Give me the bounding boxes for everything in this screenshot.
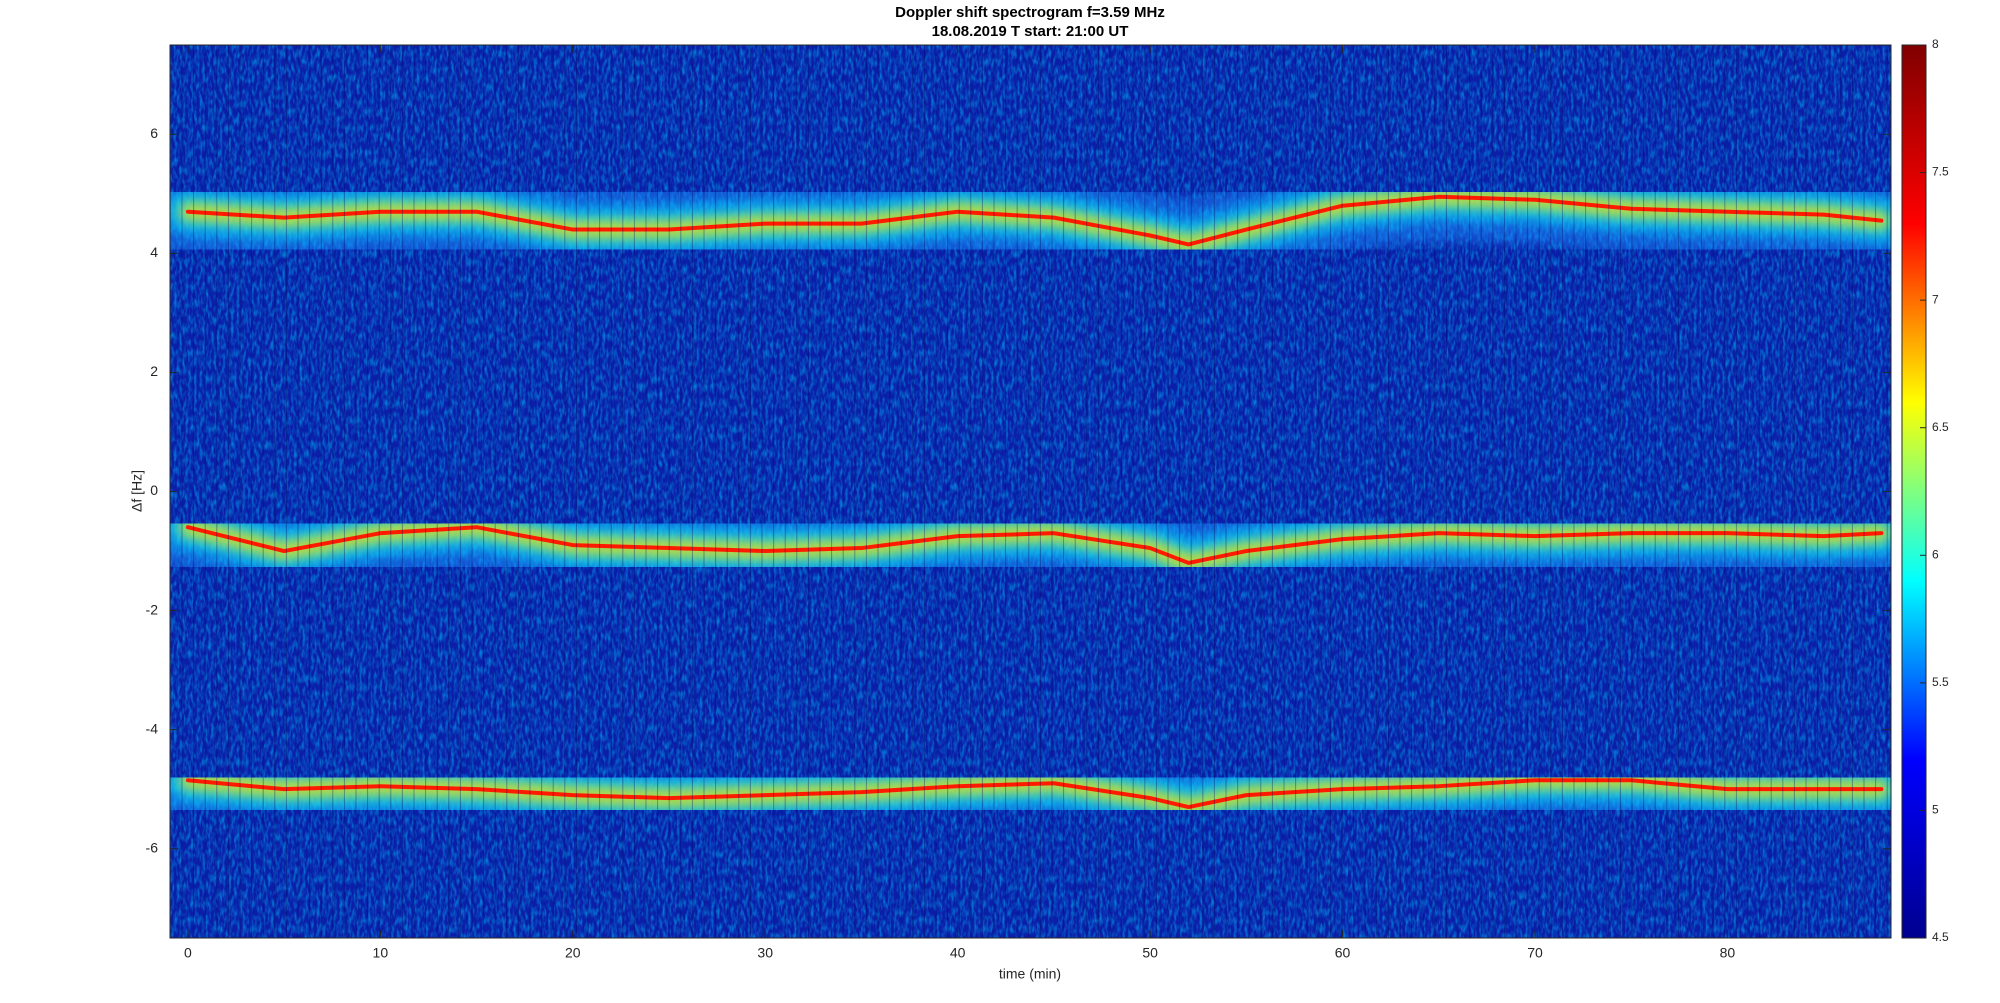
x-tick-label: 10 [373,945,389,961]
y-tick-label: 6 [150,125,158,141]
x-tick-label: 80 [1720,945,1736,961]
chart-subtitle: 18.08.2019 T start: 21:00 UT [932,23,1129,40]
x-tick-label: 60 [1335,945,1351,961]
colorbar-tick-label: 6.5 [1932,420,1949,434]
y-axis-label: Δf [Hz] [129,470,145,512]
y-tick-label: -4 [146,720,159,736]
chart-title: Doppler shift spectrogram f=3.59 MHz [895,4,1165,21]
x-axis-label: time (min) [999,966,1061,982]
x-tick-label: 20 [565,945,581,961]
colorbar-tick-label: 5.5 [1932,675,1949,689]
x-tick-label: 40 [950,945,966,961]
colorbar-tick-label: 7.5 [1932,165,1949,179]
colorbar [1901,44,1927,939]
colorbar-tick-label: 5 [1932,803,1939,817]
plot-area [170,45,1891,938]
x-tick-label: 50 [1142,945,1158,961]
band-trace [185,778,1884,810]
colorbar-tick-label: 8 [1932,37,1939,51]
colorbar-tick-label: 4.5 [1932,930,1949,944]
x-tick-label: 0 [184,945,192,961]
band-trace [185,194,1884,247]
y-tick-label: -6 [146,839,159,855]
y-tick-label: -2 [146,601,159,617]
bands [170,45,1891,938]
y-tick-label: 4 [150,244,158,260]
colorbar-tick-label: 7 [1932,292,1939,306]
band-trace [185,525,1884,565]
x-tick-label: 70 [1527,945,1543,961]
y-tick-label: 2 [150,363,158,379]
y-tick-label: 0 [150,482,158,498]
colorbar-tick-label: 6 [1932,547,1939,561]
x-tick-label: 30 [757,945,773,961]
